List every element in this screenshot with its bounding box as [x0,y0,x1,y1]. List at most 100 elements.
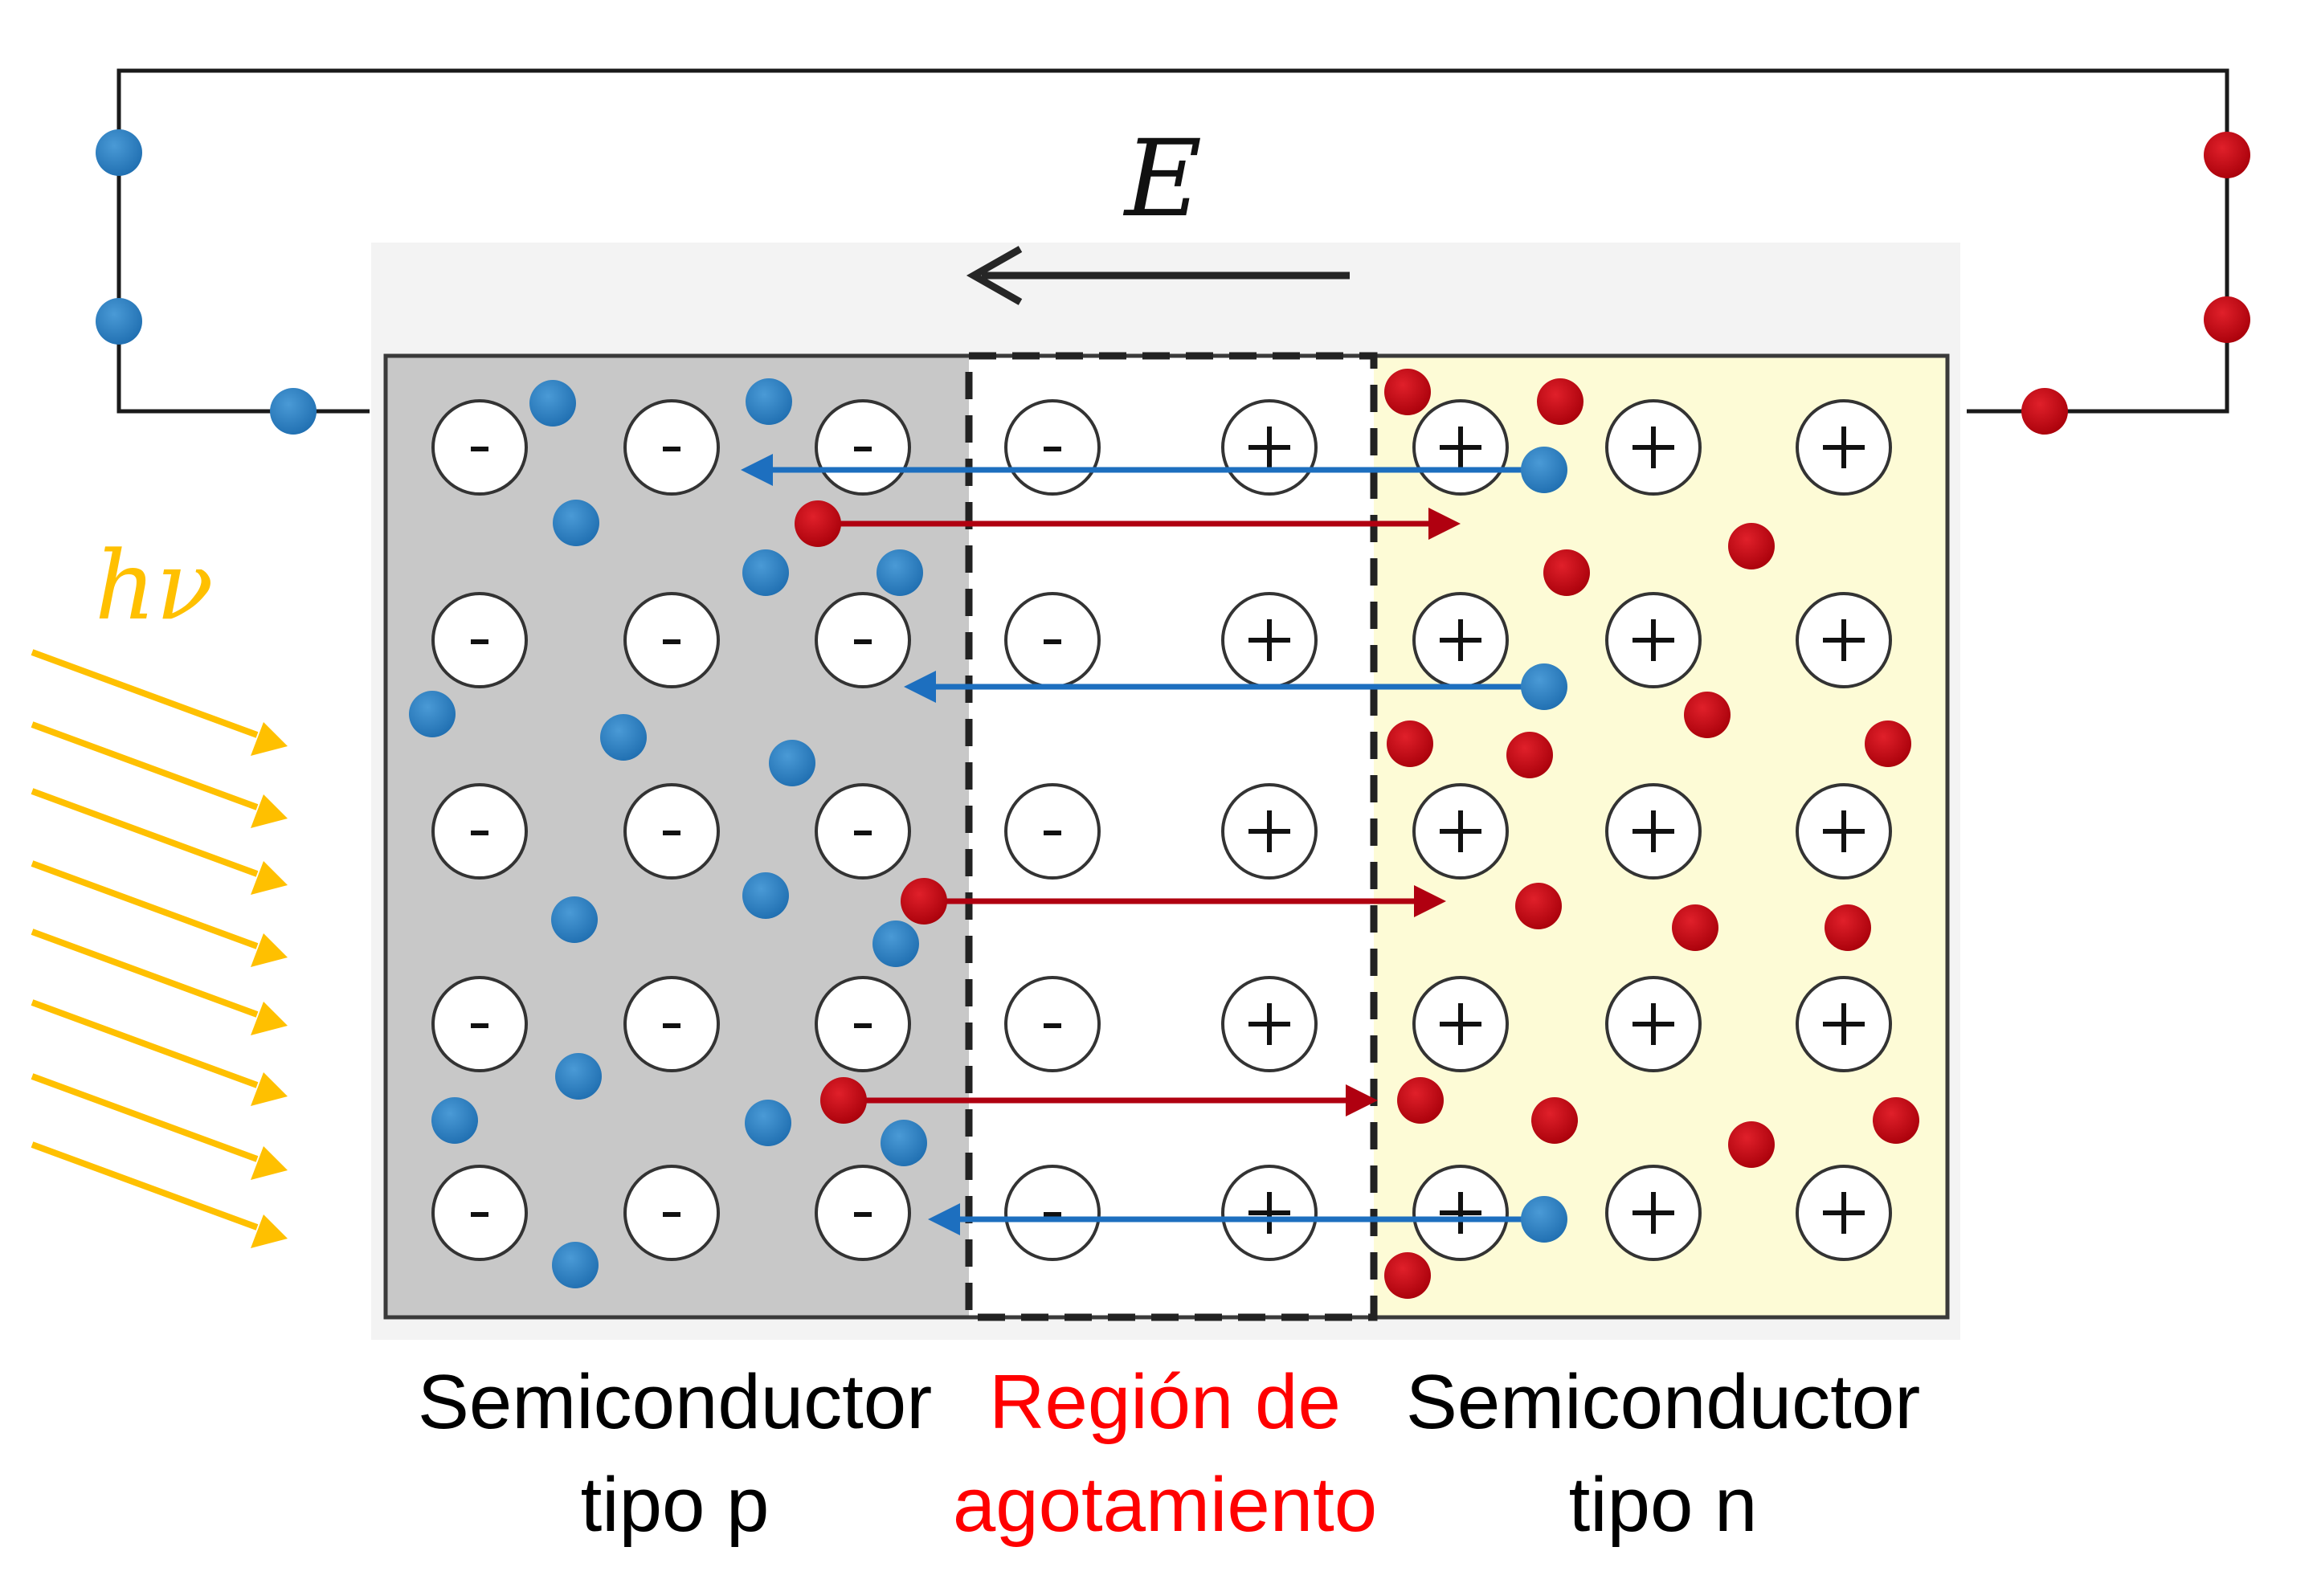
donor-ion [1221,1165,1318,1261]
n-region-caption: Semiconductor tipo n [1390,1351,1936,1557]
acceptor-ion [1004,399,1101,496]
depletion-label-line2: agotamiento [952,1462,1378,1548]
light-ray [31,929,259,1018]
n-region-label-line2: tipo n [1568,1462,1758,1548]
light-ray [31,721,259,810]
hole-dot [745,1100,791,1146]
acceptor-ion [431,783,528,880]
hole-dot [551,896,598,943]
n-region-label-line1: Semiconductor [1405,1359,1921,1445]
hole-dot [600,714,647,761]
donor-ion [1412,592,1509,688]
hole-dot [881,1120,927,1166]
electron-dot [1672,904,1718,951]
acceptor-ion [815,399,911,496]
donor-ion [1605,783,1702,880]
hole-dot [742,872,789,919]
donor-ion [1221,399,1318,496]
donor-ion [1796,399,1892,496]
ion-grid [431,399,1892,1261]
acceptor-ion [623,592,720,688]
circuit-hole-dot [96,129,142,176]
donor-ion [1605,976,1702,1072]
acceptor-ion [815,783,911,880]
p-region-caption: Semiconductor tipo p [402,1351,948,1557]
donor-ion [1605,1165,1702,1261]
light-ray-arrowhead [251,1002,288,1035]
donor-ion [1796,592,1892,688]
hole-dot [769,740,815,786]
electron-dot [901,878,947,925]
electron-dot [1865,720,1911,767]
electron-dot [795,500,841,547]
circuit-electron-dot [2204,296,2250,343]
light-ray-arrowhead [251,1146,288,1180]
light-ray-arrowhead [251,1214,288,1248]
electron-dot [1506,732,1553,778]
acceptor-ion [815,1165,911,1261]
light-ray [31,860,259,949]
depletion-label-line1: Región de [989,1359,1341,1445]
acceptor-ion [623,1165,720,1261]
light-ray-arrowhead [251,794,288,828]
electron-dot [1728,523,1775,569]
acceptor-ion [1004,783,1101,880]
light-ray-arrowhead [251,722,288,756]
light-ray-arrowhead [251,861,288,895]
drift-arrows [741,447,1567,1243]
hole-dot [555,1053,602,1100]
donor-ion [1796,783,1892,880]
hole-drift-arrowhead [741,454,773,486]
hole-dot [1521,1196,1567,1243]
depletion-caption: Región de agotamiento [932,1351,1398,1557]
acceptor-ion [1004,592,1101,688]
donor-ion [1412,976,1509,1072]
hole-dot [742,549,789,596]
donor-ion [1412,399,1509,496]
hole-dot [872,920,919,967]
hole-dot [1521,663,1567,710]
electric-field-arrow [966,246,1350,305]
donor-ion [1412,783,1509,880]
acceptor-ion [1004,1165,1101,1261]
circuit-hole-dot [270,388,317,435]
p-region-label-line2: tipo p [580,1462,770,1548]
hole-drift-arrowhead [904,671,936,703]
hole-dot [431,1097,478,1144]
electron-dot [1384,369,1431,415]
electron-dot [1825,904,1871,951]
donor-ion [1412,1165,1509,1261]
carrier-dots [409,369,1919,1299]
acceptor-ion [815,976,911,1072]
electron-dot [1384,1252,1431,1299]
light-ray [31,1073,259,1162]
light-ray-arrowhead [251,1072,288,1106]
hole-drift-arrowhead [928,1203,960,1235]
electron-dot [1531,1097,1578,1144]
circuit-electron-dot [2204,132,2250,178]
hole-dot [552,1242,599,1288]
light-ray [31,1141,259,1231]
hole-dot [746,378,792,425]
p-region-label-line1: Semiconductor [417,1359,933,1445]
hole-dot [1521,447,1567,493]
light-ray [31,788,259,877]
donor-ion [1796,976,1892,1072]
light-ray [31,649,259,738]
donor-ion [1605,399,1702,496]
electron-dot [1543,549,1590,596]
electron-dot [1537,378,1583,425]
electron-dot [1728,1121,1775,1168]
electron-drift-arrowhead [1428,508,1461,540]
donor-ion [1796,1165,1892,1261]
electron-dot [1873,1097,1919,1144]
acceptor-ion [431,592,528,688]
circuit-wire [116,68,2229,414]
acceptor-ion [623,976,720,1072]
electron-dot [1515,883,1562,929]
circuit-hole-dot [96,298,142,345]
light-energy-label: hν [95,530,214,641]
donor-ion [1221,783,1318,880]
hole-dot [877,549,923,596]
depletion-boundary [965,352,1378,1321]
